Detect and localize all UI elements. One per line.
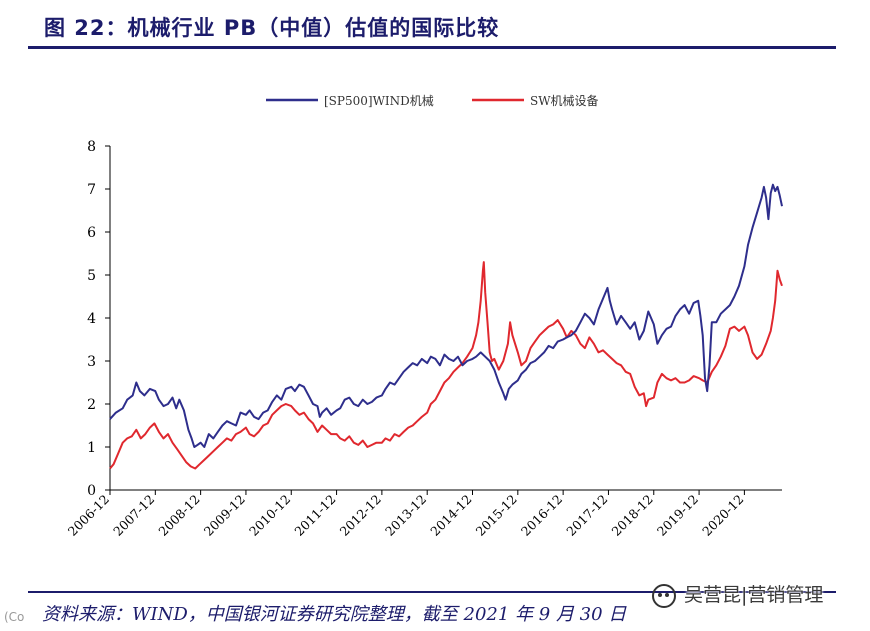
series-layer [109,183,783,470]
x-tick-label: 2020-12 [699,492,746,539]
y-tick-label: 4 [87,311,96,327]
axes: 0123456782006-122007-122008-122009-12201… [65,139,782,539]
x-tick-label: 2010-12 [246,492,293,539]
series-line-sw [109,261,783,470]
x-tick-label: 2011-12 [291,492,338,539]
watermark: 吴营昆|营销管理 [652,580,823,608]
y-tick-label: 2 [87,397,96,413]
top-rule [28,46,836,49]
y-tick-label: 3 [87,354,96,370]
x-tick-label: 2012-12 [337,492,384,539]
source-note: 资料来源：WIND，中国银河证券研究院整理，截至 2021 年 9 月 30 日 [42,604,627,625]
x-tick-label: 2017-12 [563,492,610,539]
x-tick-label: 2015-12 [473,492,520,539]
y-tick-label: 0 [87,483,96,499]
wechat-icon [652,583,676,608]
series-line-sp500 [109,183,783,448]
legend-label-sp500: [SP500]WIND机械 [324,93,434,108]
y-tick-label: 1 [87,440,96,456]
bottom-rule [28,591,836,593]
x-tick-label: 2019-12 [654,492,701,539]
y-tick-label: 5 [87,268,96,284]
watermark-text: 吴营昆|营销管理 [684,584,824,606]
x-tick-label: 2013-12 [382,492,429,539]
y-tick-label: 7 [87,182,96,198]
legend: [SP500]WIND机械 SW机械设备 [266,93,599,108]
x-tick-label: 2009-12 [201,492,248,539]
x-tick-label: 2014-12 [427,492,474,539]
x-tick-label: 2008-12 [155,492,202,539]
x-tick-label: 2016-12 [518,492,565,539]
corner-logo: (Co [4,610,25,624]
y-tick-label: 8 [87,139,96,155]
x-tick-label: 2018-12 [609,492,656,539]
chart-canvas: [SP500]WIND机械 SW机械设备 0123456782006-12200… [65,93,783,539]
chart-title: 图 22：机械行业 PB（中值）估值的国际比较 [44,16,500,40]
y-tick-label: 6 [87,225,96,241]
x-tick-label: 2007-12 [110,492,157,539]
legend-label-sw: SW机械设备 [530,93,599,108]
